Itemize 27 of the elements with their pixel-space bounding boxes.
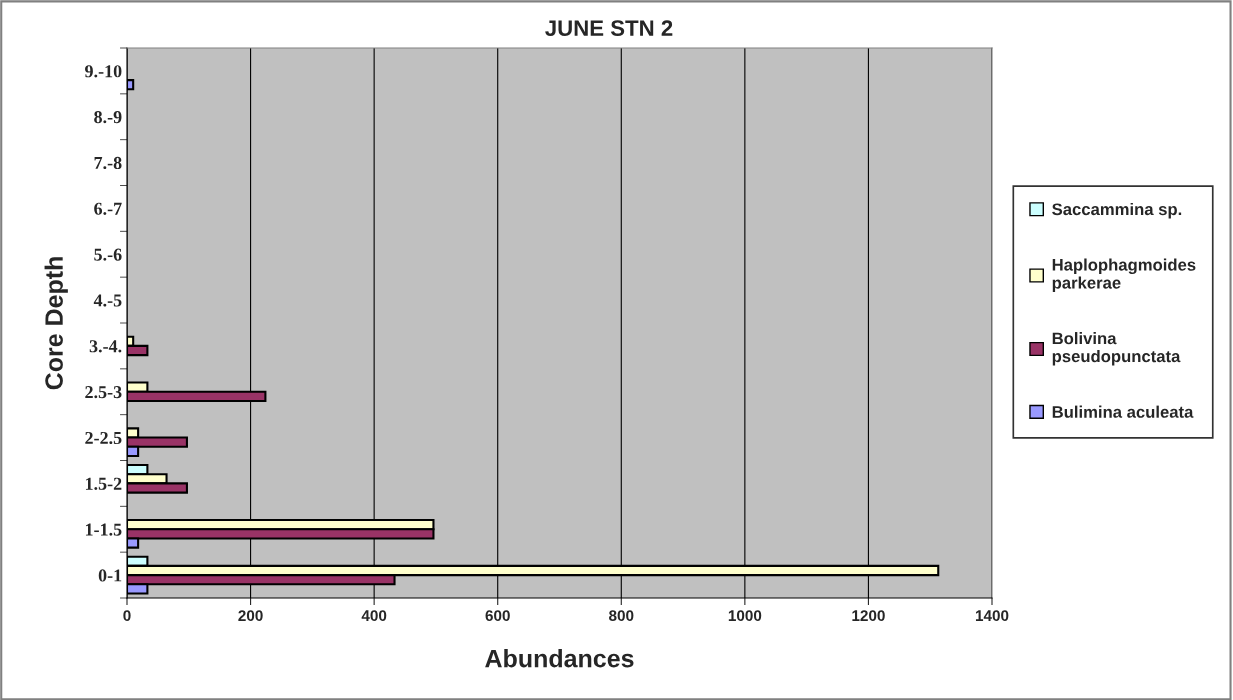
y-tick-label: 2.5-3 (85, 386, 122, 399)
y-tick-label: 7.-8 (94, 156, 122, 170)
chart-title: JUNE STN 2 (545, 20, 673, 36)
y-tick-label: 5.-6 (94, 248, 122, 261)
x-tick-label: 1400 (975, 610, 1009, 622)
y-tick-label: 6.-7 (94, 202, 122, 215)
legend-label: Bulimina aculeata (1052, 405, 1194, 418)
y-tick-label: 0-1 (98, 569, 122, 582)
x-tick-label: 1000 (728, 610, 762, 622)
x-tick-label: 400 (361, 610, 387, 622)
legend-label: Saccammina sp. (1052, 202, 1182, 219)
y-axis-title: Core Depth (44, 257, 68, 390)
x-tick-label: 0 (123, 610, 131, 622)
x-axis-title: Abundances (485, 649, 634, 668)
y-tick-label: 4.-5 (93, 294, 122, 307)
y-tick-label: 9.-10 (85, 65, 122, 78)
legend-label: Bolivina pseudopunctata (1052, 332, 1181, 366)
legend-label: Haplophagmoides parkerae (1052, 258, 1196, 293)
y-tick-label: 8.-9 (94, 111, 122, 124)
x-tick-label: 200 (238, 610, 263, 622)
y-tick-label: 1.5-2 (85, 477, 122, 490)
y-tick-label: 3.-4. (89, 340, 122, 353)
y-tick-label: 2-2.5 (85, 431, 122, 445)
x-tick-label: 600 (485, 610, 510, 622)
x-tick-label: 800 (609, 610, 634, 622)
y-tick-label: 1-1.5 (85, 523, 122, 536)
x-tick-label: 1200 (852, 610, 885, 622)
